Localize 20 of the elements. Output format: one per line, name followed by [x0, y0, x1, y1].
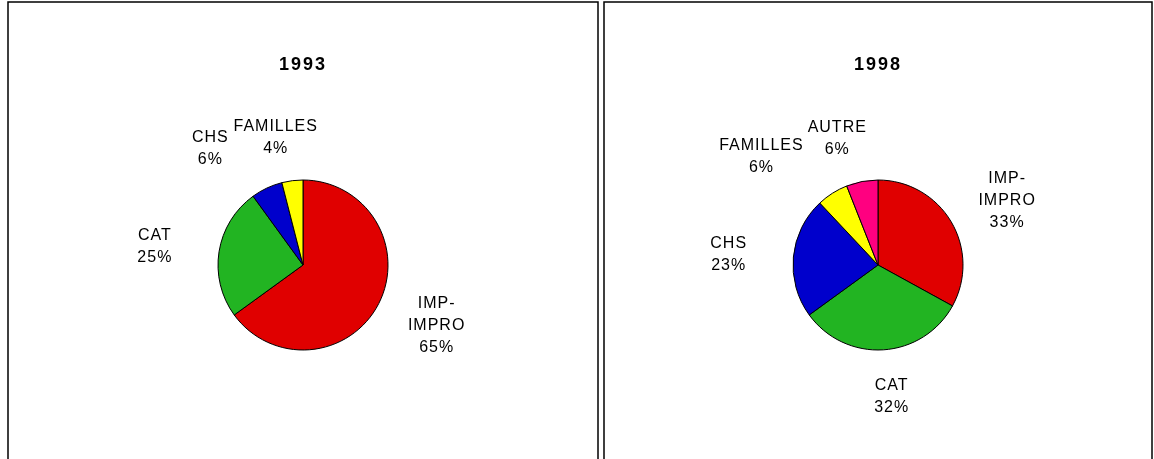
data-label: 33% — [989, 212, 1025, 230]
data-label: 25% — [137, 247, 173, 265]
data-label: 32% — [874, 397, 910, 415]
slice-label: IMP-IMPRO — [407, 294, 466, 334]
data-label: 23% — [711, 255, 747, 273]
slice-label: CAT — [874, 375, 909, 393]
slice-label: CAT — [137, 225, 172, 243]
slice-label: CHS — [710, 233, 748, 251]
slice-label: AUTRE — [807, 118, 867, 136]
chart-title: 1993 — [278, 54, 328, 74]
data-label: 65% — [419, 338, 455, 356]
data-label: 6% — [824, 140, 850, 158]
slice-label: FAMILLES — [233, 117, 318, 135]
chart-title: 1998 — [853, 54, 903, 74]
slice-label: CHS — [192, 128, 229, 146]
slice-label: FAMILLES — [719, 136, 804, 154]
data-label: 4% — [263, 139, 289, 157]
slice-label: IMP-IMPRO — [978, 168, 1036, 208]
data-label: 6% — [197, 150, 223, 168]
data-label: 6% — [748, 158, 775, 176]
